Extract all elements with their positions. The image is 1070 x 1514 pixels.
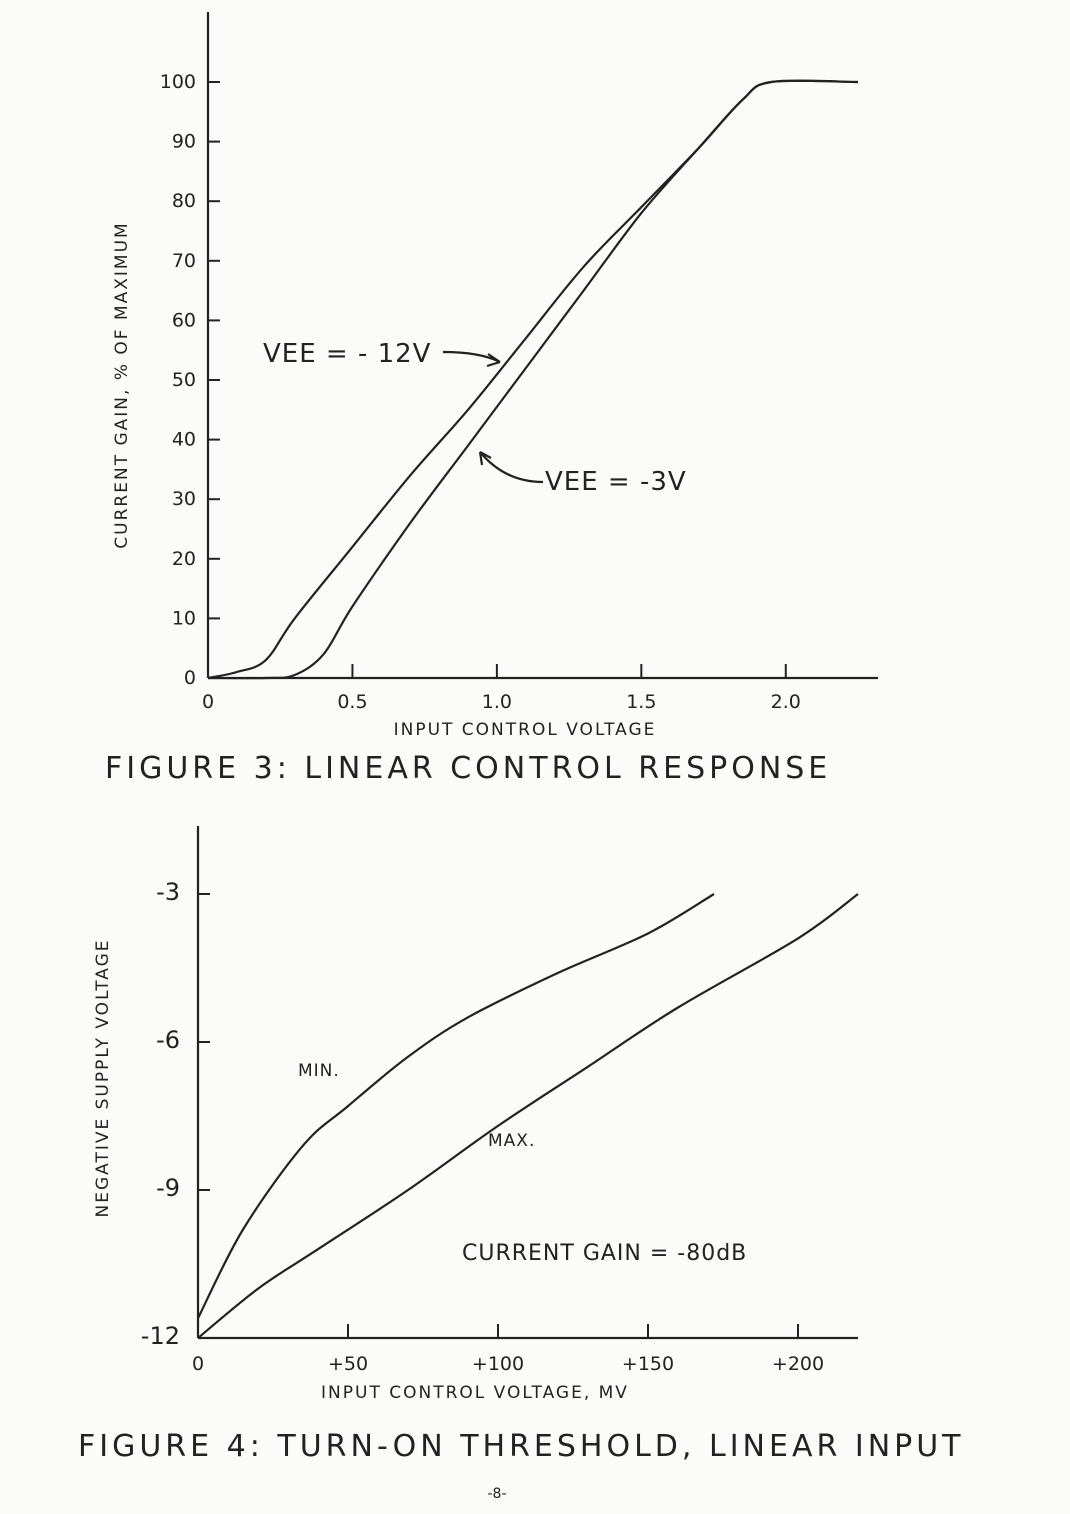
fig3-x-tick-label: 0.5 (337, 691, 367, 713)
fig4-y-tick-label: -6 (156, 1026, 180, 1054)
fig4-x-tick-label: +200 (772, 1353, 824, 1375)
fig3-x-tick-label: 0 (202, 691, 214, 713)
fig4-y-tick-label: -3 (156, 878, 180, 906)
fig4-x-tick-label: 0 (192, 1353, 204, 1375)
fig3-y-tick-label: 40 (172, 429, 196, 451)
fig3-x-axis-title: INPUT CONTROL VOLTAGE (394, 720, 657, 740)
fig4-x-tick-label: +100 (472, 1353, 524, 1375)
fig4-y-tick-label: -9 (156, 1174, 180, 1202)
fig3-annotation-vee-3v: VEE = -3V (545, 467, 687, 497)
fig4-x-tick-label: +50 (328, 1353, 368, 1375)
fig3-y-tick-label: 10 (172, 607, 196, 629)
fig3-y-tick-label: 80 (172, 190, 196, 212)
fig3-series-line-vee-12v (207, 79, 859, 680)
fig3-ticks: 0 0.5 1.0 1.5 2.0 0 10 20 30 40 50 60 70 80 90 100 (160, 71, 801, 713)
fig4-annotation-current-gain: CURRENT GAIN = -80dB (462, 1241, 747, 1266)
page-number: -8- (487, 1486, 506, 1502)
fig4-caption: FIGURE 4: TURN-ON THRESHOLD, LINEAR INPU… (78, 1429, 965, 1464)
fig3-series-line-vee-3v (207, 79, 859, 680)
fig3-x-tick-label: 2.0 (771, 691, 801, 713)
fig4-x-tick-label: +150 (622, 1353, 674, 1375)
fig3-annotation-arrow-12v (442, 350, 501, 368)
fig3-x-tick-label: 1.5 (626, 691, 656, 713)
fig3-curves (207, 79, 859, 680)
fig3-y-tick-label: 70 (172, 250, 196, 272)
fig4-ticks: 0 +50 +100 +150 +200 -3 -6 -9 -12 (141, 878, 824, 1375)
fig4-label-max: MAX. (488, 1131, 535, 1151)
figure-4-chart: 0 +50 +100 +150 +200 -3 -6 -9 -12 NEGATIVE SUPPL… (78, 826, 965, 1464)
fig4-y-axis-title: NEGATIVE SUPPLY VOLTAGE (93, 938, 113, 1217)
fig4-curves (197, 893, 859, 1339)
fig4-label-min: MIN. (298, 1061, 340, 1081)
fig3-y-tick-label: 0 (184, 667, 196, 689)
fig3-y-tick-label: 100 (160, 71, 196, 93)
fig3-caption: FIGURE 3: LINEAR CONTROL RESPONSE (105, 751, 831, 786)
fig3-annotation-vee-12v: VEE = - 12V (263, 339, 431, 369)
fig3-y-tick-label: 20 (172, 548, 196, 570)
fig4-series-line-min (197, 893, 715, 1319)
fig4-x-axis-title: INPUT CONTROL VOLTAGE, MV (321, 1383, 629, 1403)
fig4-y-tick-label: -12 (141, 1322, 180, 1350)
fig3-y-axis-title: CURRENT GAIN, % OF MAXIMUM (112, 221, 132, 548)
fig3-y-tick-label: 30 (172, 488, 196, 510)
fig3-annotation-arrow-3v (478, 451, 544, 484)
figure-3-chart: 0 0.5 1.0 1.5 2.0 0 10 20 30 40 50 60 70 80 90 100 CURR… (105, 12, 878, 786)
fig4-series-line-max (197, 893, 859, 1339)
fig3-y-tick-label: 90 (172, 131, 196, 153)
fig3-y-tick-label: 50 (172, 369, 196, 391)
fig3-x-tick-label: 1.0 (482, 691, 512, 713)
fig3-y-tick-label: 60 (172, 309, 196, 331)
